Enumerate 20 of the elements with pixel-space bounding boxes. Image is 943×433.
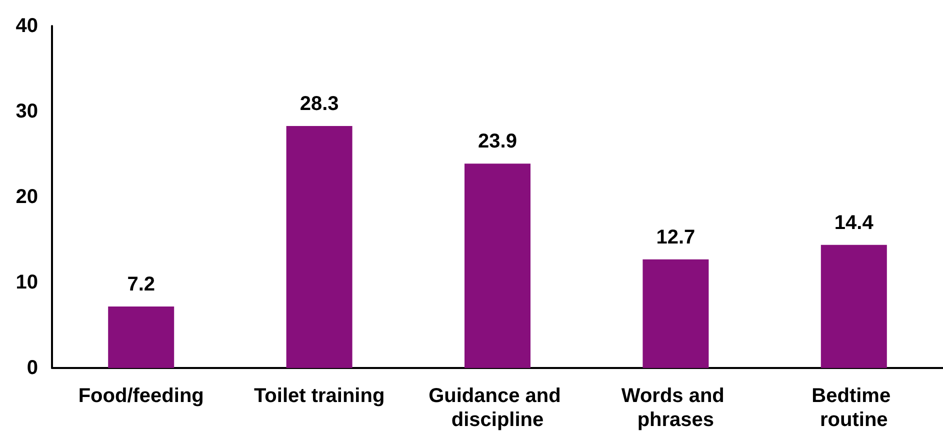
x-tick-label: Bedtime routine <box>812 385 896 431</box>
y-tick-label: 30 <box>16 100 38 122</box>
data-label: 28.3 <box>300 93 339 116</box>
y-tick-label: 10 <box>16 272 38 294</box>
y-tick-label: 0 <box>26 357 38 379</box>
x-tick-label: Food/feeding <box>78 385 204 407</box>
bar <box>820 244 887 368</box>
data-label: 12.7 <box>656 226 696 248</box>
y-tick-label: 40 <box>16 15 38 37</box>
bar <box>642 259 709 368</box>
x-tick-label: Words and phrases <box>621 385 730 431</box>
x-tick-label: Toilet training <box>254 385 385 407</box>
data-label: 7.2 <box>127 273 156 296</box>
x-tick-label: Guidance and discipline <box>428 385 566 431</box>
y-tick-label: 20 <box>16 186 38 208</box>
bar <box>286 126 352 368</box>
data-label: 14.4 <box>834 212 874 234</box>
bar <box>108 306 174 368</box>
bar <box>464 164 530 368</box>
data-label: 23.9 <box>478 130 517 153</box>
